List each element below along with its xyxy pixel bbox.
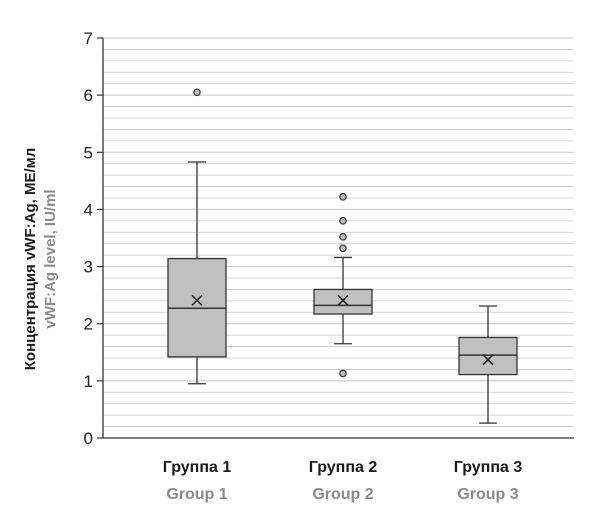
box-iqr — [458, 336, 518, 376]
y-axis-label-ru: Концентрация vWF:Ag, МЕ/мл — [22, 148, 39, 371]
y-tick-label: 3 — [84, 258, 93, 277]
outlier-point — [339, 244, 347, 253]
outlier-point — [193, 88, 201, 97]
box-plots — [167, 88, 518, 424]
x-axis-labels: Группа 1 Group 1 Группа 2 Group 2 Группа 3 Gr… — [163, 459, 523, 503]
mean-marker — [337, 294, 349, 306]
x-category-label-ru: Группа 3 — [454, 459, 523, 476]
mean-marker-stroke — [337, 294, 349, 306]
x-category-label-en: Group 3 — [457, 486, 518, 503]
x-category-label-ru: Группа 2 — [309, 459, 378, 476]
mean-marker-stroke — [482, 354, 494, 366]
x-category-label-en: Group 2 — [312, 486, 373, 503]
mean-marker-stroke — [191, 294, 203, 306]
y-tick-label: 0 — [84, 429, 93, 448]
y-tick-label: 6 — [84, 86, 93, 105]
box-plot-group-3 — [458, 305, 518, 424]
y-axis-ticks: 0 1 2 3 4 5 6 7 — [84, 29, 103, 448]
outlier-point — [339, 233, 347, 241]
box-plot-group-1 — [167, 88, 227, 385]
y-tick-label: 7 — [84, 29, 93, 48]
x-category-label-en: Group 1 — [166, 486, 227, 503]
x-category-label-ru: Группа 1 — [163, 459, 232, 476]
box-iqr — [313, 288, 373, 315]
y-tick-label: 1 — [84, 372, 93, 391]
y-tick-label: 4 — [84, 200, 93, 219]
y-tick-label: 2 — [84, 315, 93, 334]
y-tick-label: 5 — [84, 143, 93, 162]
box-plot-group-2 — [313, 193, 373, 378]
outlier-point — [339, 193, 347, 201]
outlier-point — [339, 217, 347, 225]
y-axis-label-en: vWF:Ag level, IU/ml — [42, 189, 59, 328]
outlier-point — [339, 369, 347, 378]
mean-marker — [482, 354, 494, 366]
mean-marker — [191, 294, 203, 306]
